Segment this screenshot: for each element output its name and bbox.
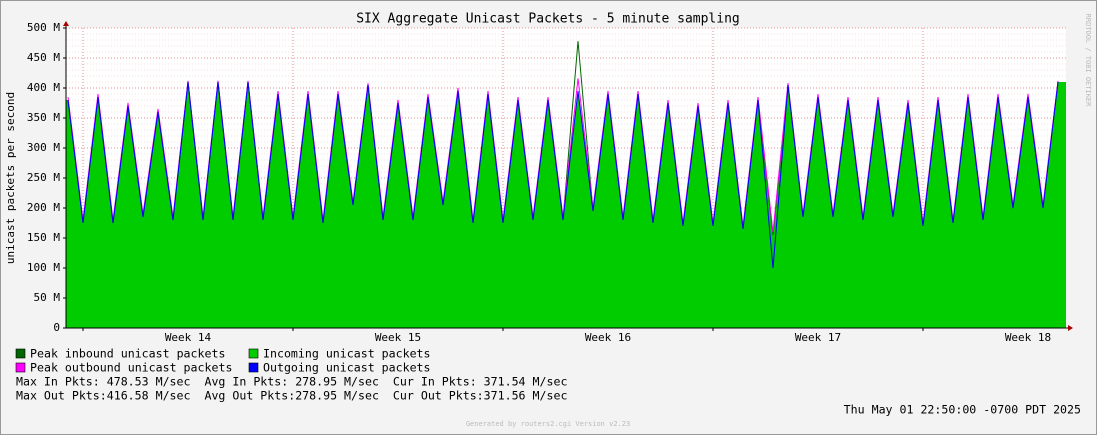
x-tick-label: Week 14 [165,331,212,344]
axis-arrow [63,21,69,26]
x-tick-label: Week 17 [795,331,841,344]
legend-swatch [15,348,26,359]
marks [66,41,1066,328]
y-tick-label: 150 M [27,231,60,244]
y-tick-label: 200 M [27,201,60,214]
timestamp: Thu May 01 22:50:00 -0700 PDT 2025 [844,403,1081,417]
y-tick-label: 400 M [27,81,60,94]
legend-label: Incoming unicast packets [263,347,431,361]
axes: 0 50 M 100 M 150 M 200 M 250 M 300 M 350 M 400 M… [27,21,1073,344]
y-tick-label: 350 M [27,111,60,124]
area [66,82,1066,328]
y-tick-label: 300 M [27,141,60,154]
x-tick-label: Week 15 [375,331,421,344]
y-tick-label: 500 M [27,21,60,34]
axis-arrow [1068,325,1073,331]
watermark: RRDTOOL / TOBI OETIKER [1084,14,1092,108]
footer: Generated by routers2.cgi Version v2.23 [466,420,630,428]
legend-swatch [248,362,259,373]
stats-line: Max Out Pkts:416.58 M/sec Avg Out Pkts:2… [16,389,567,403]
legend-label: Peak inbound unicast packets [30,347,225,361]
y-tick-label: 0 [53,321,60,334]
legend-swatch [248,348,259,359]
legend-swatch [15,362,26,373]
line [67,81,1059,269]
stats-line: Max In Pkts: 478.53 M/sec Avg In Pkts: 2… [16,375,567,389]
x-tick-label: Week 16 [585,331,631,344]
y-tick-label: 450 M [27,51,60,64]
y-axis-label: unicast packets per second [4,92,17,264]
x-tick-label: Week 18 [1005,331,1051,344]
legend-label: Peak outbound unicast packets [30,361,232,375]
chart-title: SIX Aggregate Unicast Packets - 5 minute… [356,12,740,27]
y-tick-label: 100 M [27,261,60,274]
y-tick-label: 250 M [27,171,60,184]
legend-label: Outgoing unicast packets [263,361,431,375]
y-tick-label: 50 M [34,291,61,304]
